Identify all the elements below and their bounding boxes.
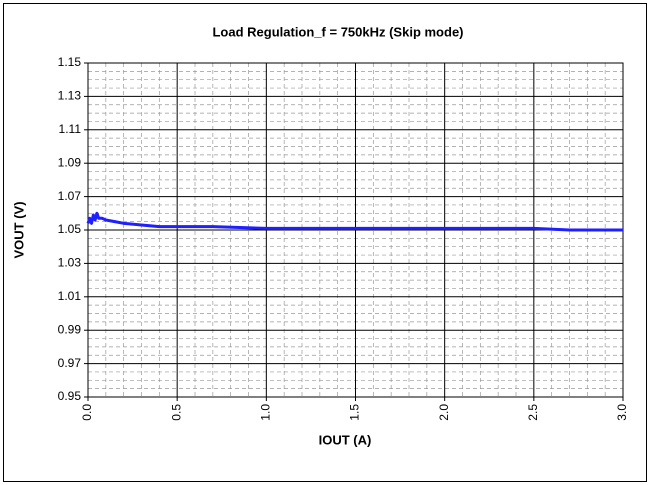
- y-tick-label: 0.99: [58, 322, 82, 336]
- x-tick-label: 2.0: [437, 404, 451, 421]
- y-tick-label: 1.15: [58, 55, 82, 69]
- y-tick-label: 0.97: [58, 356, 82, 370]
- x-axis-title: IOUT (A): [319, 432, 372, 447]
- x-tick-label: 2.5: [526, 404, 540, 421]
- x-tick-label: 0.5: [169, 404, 183, 421]
- y-tick-label: 1.09: [58, 155, 82, 169]
- y-tick-label: 1.13: [58, 89, 82, 103]
- chart-title: Load Regulation_f = 750kHz (Skip mode): [212, 24, 463, 39]
- y-tick-label: 1.01: [58, 289, 82, 303]
- y-tick-label: 1.03: [58, 256, 82, 270]
- data-line: [86, 211, 623, 232]
- y-axis-title: VOUT (V): [11, 201, 26, 258]
- x-tick-label: 1.0: [259, 404, 273, 421]
- x-tick-label: 3.0: [615, 404, 629, 421]
- y-tick-label: 1.05: [58, 222, 82, 236]
- x-tick-label: 1.5: [348, 404, 362, 421]
- y-tick-label: 1.07: [58, 189, 82, 203]
- y-tick-label: 1.11: [59, 122, 82, 136]
- x-tick-label: 0.0: [80, 404, 94, 421]
- y-tick-label: 0.95: [58, 389, 82, 403]
